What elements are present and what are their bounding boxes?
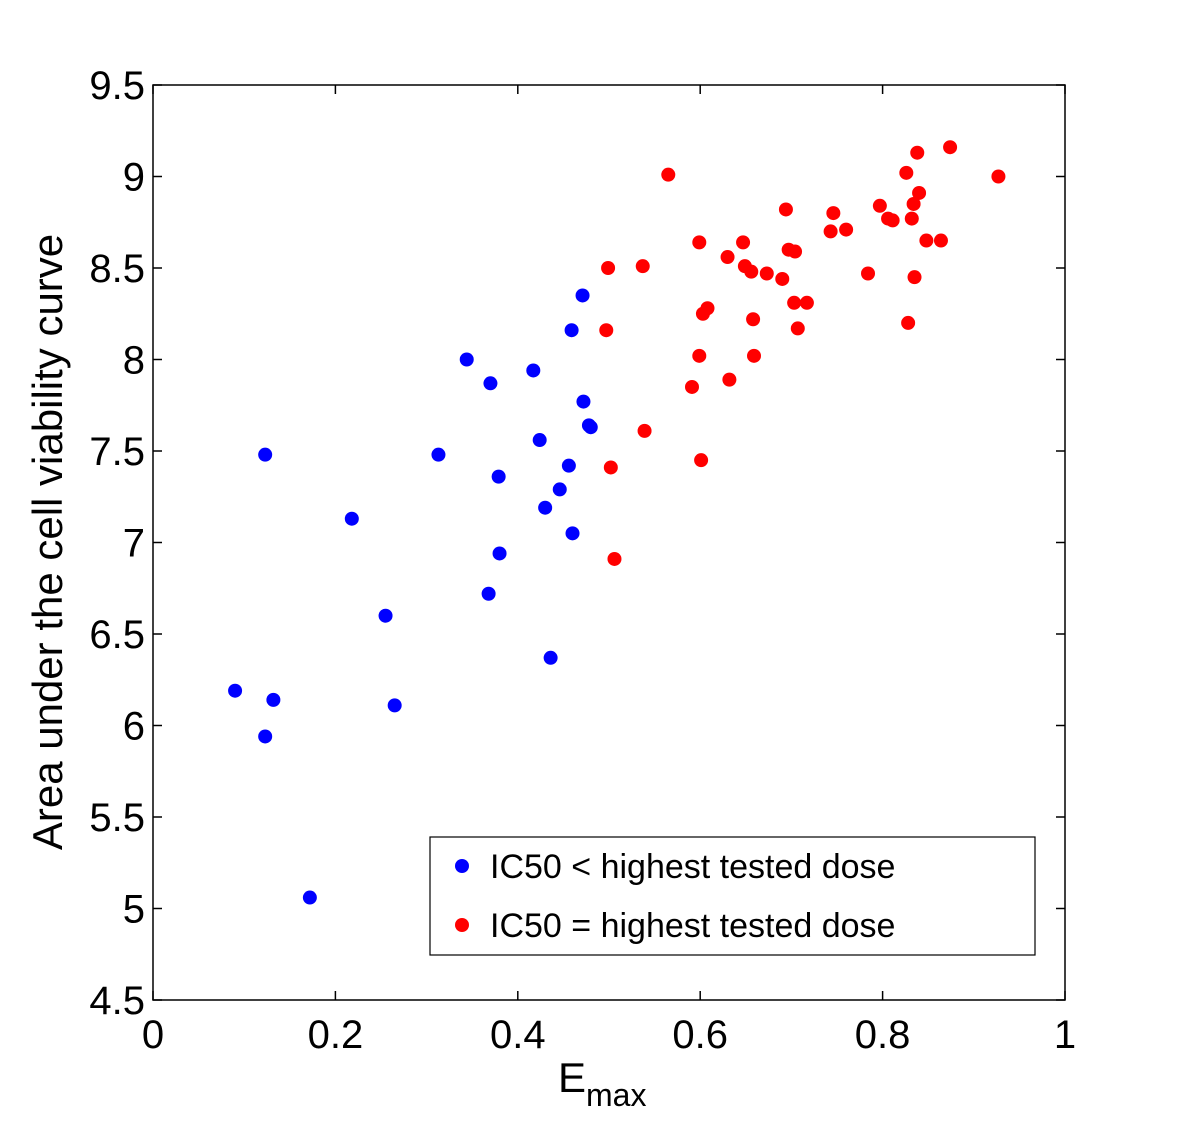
data-point-series-1	[266, 692, 281, 707]
data-point-series-1	[561, 458, 576, 473]
data-point-series-2	[635, 259, 650, 274]
legend-marker-series-2	[455, 918, 469, 932]
data-point-series-2	[601, 261, 616, 275]
data-point-series-1	[552, 482, 567, 497]
data-points	[228, 140, 1006, 905]
data-point-series-1	[538, 500, 553, 515]
data-point-series-1	[575, 288, 590, 303]
data-point-series-2	[861, 266, 876, 281]
data-point-series-2	[799, 295, 814, 310]
y-tick-label: 7	[123, 522, 145, 566]
x-tick-label: 0	[142, 1013, 164, 1057]
data-point-series-2	[872, 198, 887, 213]
y-tick-label: 6	[123, 705, 145, 749]
data-point-series-1	[481, 586, 496, 601]
legend-box	[429, 836, 1036, 956]
data-point-series-2	[885, 213, 900, 228]
data-point-series-2	[778, 202, 793, 217]
data-point-series-1	[302, 890, 317, 905]
x-axis-label: Emax	[558, 1054, 646, 1113]
legend-label-series-2: IC50 = highest tested dose	[490, 907, 895, 945]
data-point-series-2	[906, 196, 921, 211]
data-point-series-1	[431, 447, 446, 462]
data-point-series-1	[492, 546, 507, 561]
data-point-series-2	[904, 211, 919, 226]
y-tick-label: 5.5	[89, 796, 145, 840]
data-point-series-2	[607, 551, 622, 566]
data-point-series-2	[692, 235, 707, 250]
x-tick-label: 0.8	[855, 1013, 911, 1057]
data-point-series-1	[228, 683, 243, 698]
data-point-series-2	[700, 301, 715, 316]
x-tick-label: 0.6	[672, 1013, 728, 1057]
data-point-series-1	[491, 469, 506, 484]
x-tick-label: 0.4	[490, 1013, 546, 1057]
y-tick-label: 9.5	[89, 64, 145, 108]
data-point-series-2	[722, 372, 737, 387]
data-point-series-1	[258, 729, 273, 744]
data-point-series-1	[526, 363, 541, 378]
y-tick-label: 8.5	[89, 247, 145, 291]
data-point-series-2	[910, 145, 925, 160]
y-tick-label: 9	[123, 156, 145, 200]
data-point-series-2	[901, 315, 916, 330]
data-point-series-2	[899, 165, 914, 180]
data-point-series-2	[787, 295, 802, 310]
data-point-series-1	[583, 420, 598, 435]
legend-marker-series-1	[455, 859, 469, 873]
data-point-series-2	[599, 323, 614, 338]
data-point-series-2	[747, 348, 762, 363]
y-tick-label: 7.5	[89, 430, 145, 474]
data-point-series-2	[991, 169, 1006, 184]
data-point-series-2	[823, 224, 838, 239]
data-point-series-1	[378, 608, 393, 623]
data-point-series-1	[344, 511, 359, 526]
data-point-series-2	[943, 140, 958, 155]
data-point-series-2	[661, 167, 676, 182]
data-point-series-2	[907, 270, 922, 285]
data-point-series-1	[483, 376, 498, 391]
y-tick-label: 8	[123, 339, 145, 383]
data-point-series-2	[839, 222, 854, 237]
x-tick-label: 0.2	[308, 1013, 364, 1057]
tick-labels: 0 0.2 0.4 0.6 0.8 1 4.5 5 5.5 6 6.5 7 7.5 8 8.5 9 9.5	[89, 64, 1076, 1057]
y-tick-label: 5	[123, 888, 145, 932]
data-point-series-1	[543, 650, 558, 665]
y-tick-label: 4.5	[89, 979, 145, 1023]
data-point-series-1	[258, 447, 273, 462]
data-point-series-2	[826, 206, 841, 221]
x-axis-label-subscript: max	[586, 1077, 646, 1113]
data-point-series-1	[565, 526, 580, 541]
data-point-series-1	[532, 433, 547, 448]
data-point-series-2	[775, 271, 790, 286]
y-axis-label: Area under the cell viability curve	[24, 234, 71, 850]
y-tick-label: 6.5	[89, 613, 145, 657]
axis-ticks	[152, 84, 1066, 1001]
data-point-series-2	[788, 244, 803, 259]
data-point-series-2	[694, 453, 709, 468]
data-point-series-1	[564, 323, 579, 338]
data-point-series-1	[387, 698, 402, 713]
data-point-series-2	[637, 423, 652, 438]
data-point-series-2	[790, 321, 805, 336]
data-point-series-2	[919, 233, 934, 248]
x-axis-label-main: E	[558, 1054, 586, 1101]
data-point-series-2	[603, 460, 618, 475]
legend: IC50 < highest tested dose IC50 = highes…	[429, 836, 1036, 956]
legend-label-series-1: IC50 < highest tested dose	[490, 848, 895, 886]
data-point-series-2	[759, 266, 774, 281]
data-point-series-2	[684, 379, 699, 394]
data-point-series-2	[912, 185, 927, 200]
data-point-series-1	[459, 352, 474, 367]
data-point-series-2	[933, 233, 948, 248]
data-point-series-2	[692, 348, 707, 363]
data-point-series-2	[736, 235, 751, 250]
x-tick-label: 1	[1054, 1013, 1076, 1057]
data-point-series-2	[720, 250, 735, 265]
data-point-series-2	[746, 312, 761, 327]
data-point-series-2	[744, 264, 759, 279]
data-point-series-1	[576, 394, 591, 409]
